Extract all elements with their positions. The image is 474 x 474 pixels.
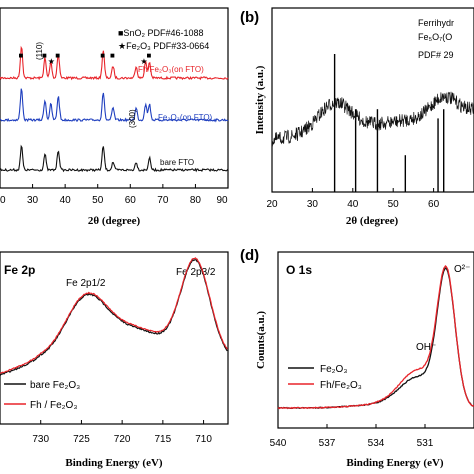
panel-a-annotation-300: (300) [128,109,137,128]
panel-b-x-axis-label: 2θ (degree) [346,215,399,227]
panel-a-annotation-110: (110) [35,42,44,60]
panel-d-series-line [277,265,474,410]
panel-a-tick-label: 90 [216,195,228,206]
panel-a-series-line [0,144,229,173]
panel-c-legend-label: bare Fe₂O₃ [30,380,80,391]
panel-a-peak-marker: ■ [42,51,47,60]
panel-b-legend-line-3: PDF# 29 [418,50,454,60]
panel-d-tick-label: 534 [368,438,385,449]
panel-a: ■■★■■■★■ 2030405060708090 ■SnO₂ PDF#46-1… [0,7,229,227]
panel-b: (b) 20 30 40 50 60 Ferrihydr Fe₅O₇(O PDF# 29… [240,7,474,227]
panel-a-tick-label: 30 [27,195,39,206]
panel-d: (d) O 1s O²⁻ OH⁻ Fe₂O₃ Fh/Fe₂O₃ 540 537 534… [240,247,474,469]
panel-c-tick-label: 710 [195,434,212,445]
panel-a-tick-label: 40 [60,195,72,206]
panel-d-legend: Fe₂O₃ Fh/Fe₂O₃ [288,364,362,391]
panel-a-series-line [0,45,229,81]
panel-b-tick-label: 30 [307,199,319,210]
panel-b-y-axis-label: Intensity (a.u.) [254,65,266,134]
panel-d-tick-label: 531 [417,438,434,449]
panel-d-tick-label: 540 [270,438,287,449]
panel-a-peak-marker: ■ [110,51,115,60]
panel-a-peak-marker: ■ [100,51,105,60]
panel-a-peak-marker: ★ [48,57,55,66]
panel-a-tick-label: 80 [190,195,202,206]
panel-a-legend-fe2o3: ★Fe₂O₃ PDF#33-0664 [118,41,209,51]
panel-c-series-line [0,259,228,376]
panel-a-peak-marker: ■ [18,51,23,60]
panel-a-tick-label: 60 [125,195,137,206]
panel-d-curves [277,265,474,410]
panel-a-series-label-fh: Fh/Fe₂O₃(on FTO) [138,65,204,74]
panel-c: Fe 2p Fe 2p1/2 Fe 2p3/2 bare Fe₂O₃ Fh / F… [0,251,229,469]
panel-a-series-label-fto: bare FTO [160,158,194,167]
panel-a-x-axis-label: 2θ (degree) [88,215,141,227]
panel-a-tick-label: 70 [157,195,169,206]
panel-c-legend-label: Fh / Fe₂O₃ [30,400,77,411]
panel-a-legend-sno2: ■SnO₂ PDF#46-1088 [118,28,203,38]
panel-b-tick-label: 40 [347,199,359,210]
panel-d-legend-label: Fh/Fe₂O₃ [320,380,362,391]
panel-d-y-axis-label: Counts(a.u.) [255,311,267,369]
panel-a-frame [0,7,229,189]
panel-b-tick-label: 50 [388,199,400,210]
panel-c-tick-label: 730 [32,434,49,445]
panel-b-frame [271,7,474,193]
panel-c-peak-label-2p12: Fe 2p1/2 [66,278,106,289]
panel-a-peak-marker: ■ [55,51,60,60]
panel-a-curves [0,45,229,173]
panel-b-tick-label: 60 [428,199,440,210]
panel-c-title: Fe 2p [4,263,35,277]
panel-a-peak-marker: ■ [147,51,152,60]
panel-d-legend-label: Fe₂O₃ [320,364,347,375]
panel-d-tick-label: 537 [319,438,336,449]
panel-a-peak-marker: ★ [140,57,147,66]
panel-b-legend-line-1: Ferrihydr [418,18,454,28]
panel-a-x-ticks: 20 30 40 50 60 70 80 90 [0,184,229,206]
panel-a-peak-markers: ■ ■★■ ■ ■★■ [18,51,151,66]
panel-b-curve [271,91,474,147]
panel-c-tick-label: 725 [73,434,90,445]
panel-c-frame [0,251,229,425]
panel-b-legend-line-2: Fe₅O₇(O [418,32,452,42]
panel-c-series-line [0,257,228,374]
panel-c-x-axis-label: Binding Energy (eV) [65,457,163,469]
panel-d-x-axis-label: Binding Energy (eV) [346,457,444,469]
panel-d-label: (d) [240,247,259,264]
panel-d-title: O 1s [286,263,312,277]
panel-c-x-ticks: 730 725 720 715 710 [32,420,212,445]
panel-a-series-label-fe2o3: Fe₂O₃(on FTO) [158,113,213,122]
panel-c-legend: bare Fe₂O₃ Fh / Fe₂O₃ [4,380,80,411]
panel-c-tick-label: 715 [155,434,172,445]
panel-b-tick-label: 20 [266,199,278,210]
panel-a-tick-label: 50 [92,195,104,206]
panel-b-x-ticks: 20 30 40 50 60 [266,188,440,210]
panel-a-tick-label: 20 [0,195,6,206]
panel-b-label: (b) [240,9,259,26]
panel-d-peak-label-o2: O²⁻ [454,264,470,275]
panel-c-peak-label-2p32: Fe 2p3/2 [176,267,216,278]
panel-c-curves [0,257,228,376]
panel-d-peak-label-oh: OH⁻ [416,342,436,353]
panel-a-series-line [0,88,229,123]
panel-c-tick-label: 720 [114,434,131,445]
panel-d-series-line [277,267,474,410]
panel-d-x-ticks: 540 537 534 531 [270,424,434,449]
